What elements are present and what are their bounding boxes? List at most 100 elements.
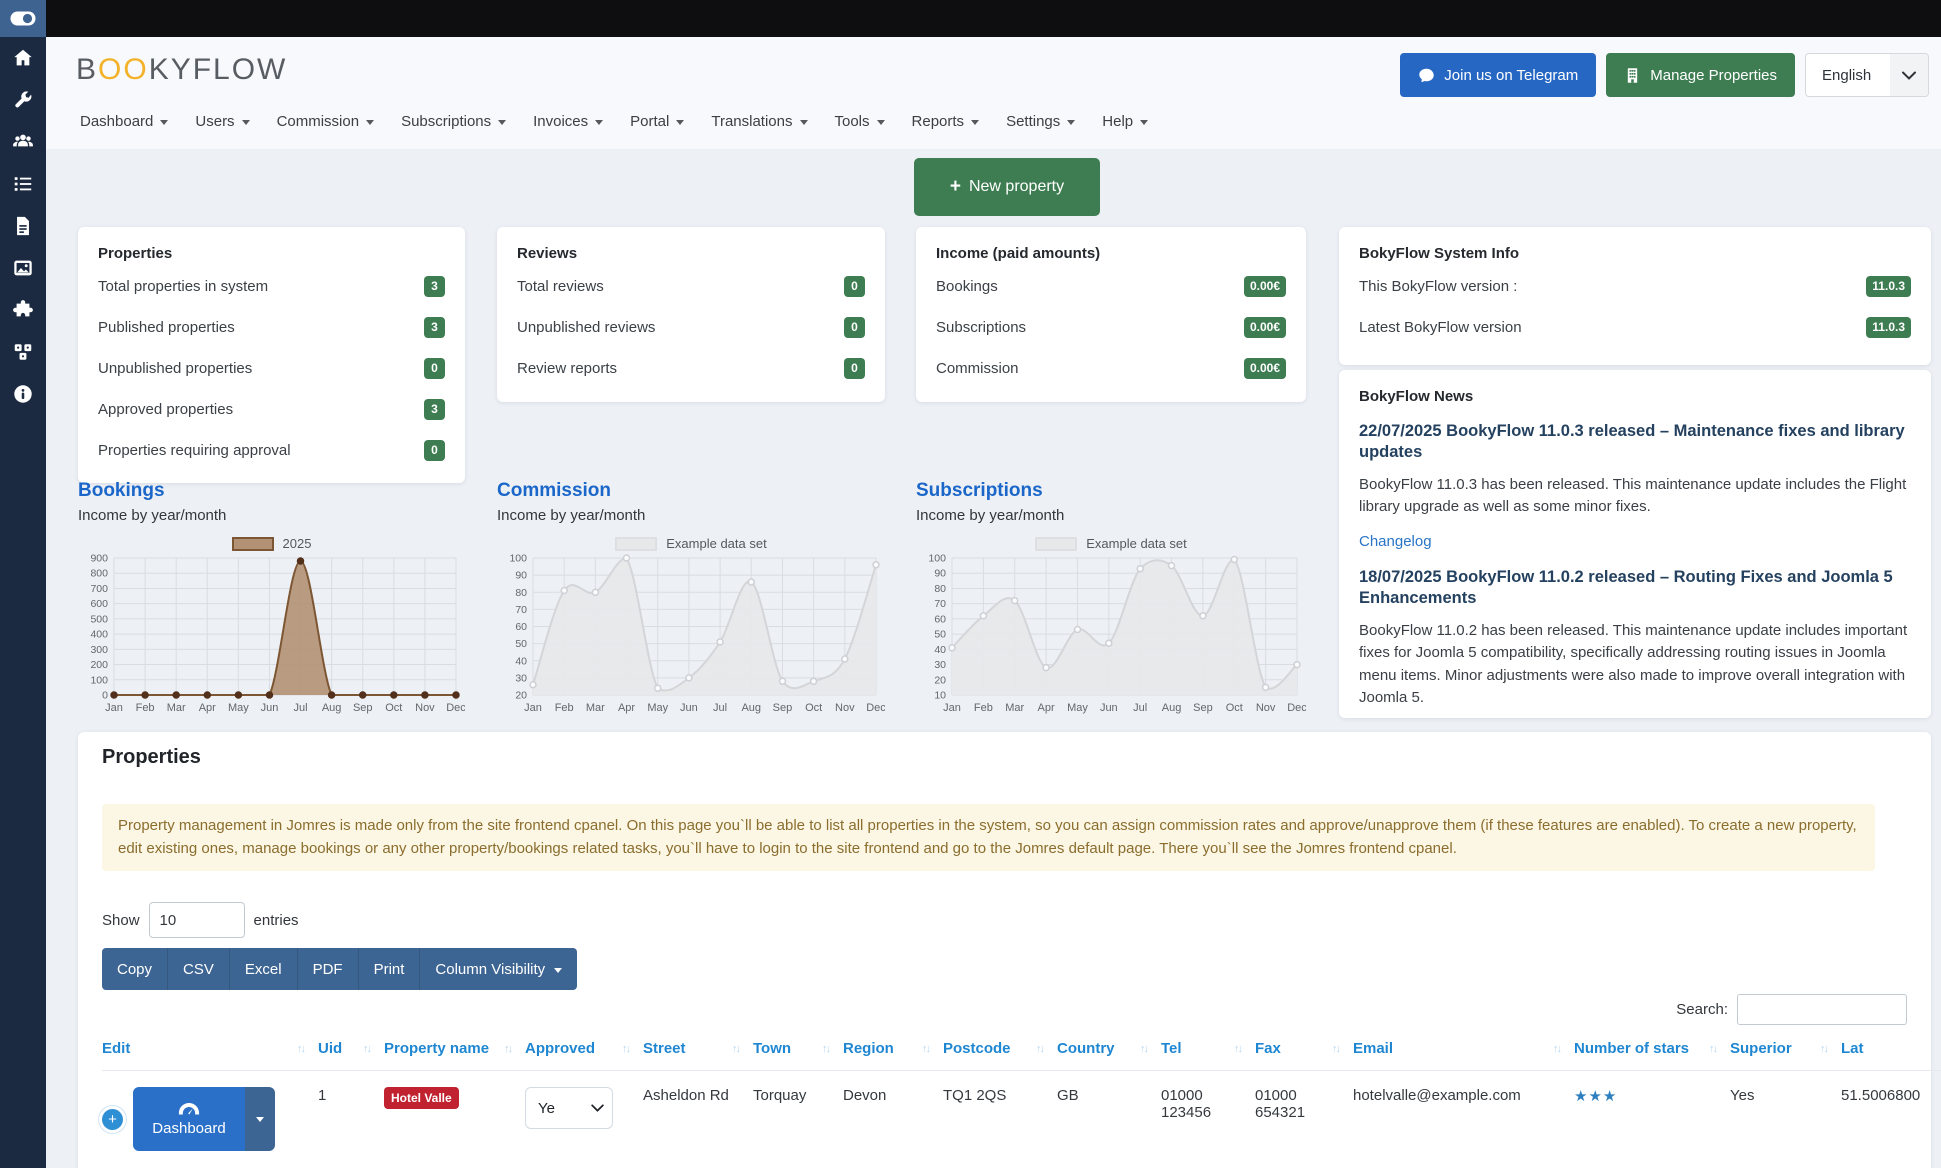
property-name-badge[interactable]: Hotel Valle — [384, 1087, 459, 1110]
search-input[interactable] — [1737, 994, 1907, 1025]
sort-icon[interactable]: ↑↓ — [732, 1043, 741, 1055]
sort-icon[interactable]: ↑↓ — [363, 1043, 372, 1055]
sidebar-item-info[interactable] — [11, 383, 35, 405]
dashboard-button-dropdown-toggle[interactable] — [245, 1087, 275, 1151]
column-header-street[interactable]: ↑↓ Street — [643, 1030, 753, 1071]
nav-item-portal[interactable]: Portal — [630, 113, 685, 130]
sort-icon[interactable]: ↑↓ — [504, 1043, 513, 1055]
cell-superior: Yes — [1730, 1070, 1841, 1168]
nav-item-label: Portal — [630, 113, 670, 130]
svg-text:Mar: Mar — [1005, 702, 1024, 714]
nav-item-help[interactable]: Help — [1102, 113, 1149, 130]
expand-row-button[interactable]: + — [102, 1108, 123, 1130]
column-header-town[interactable]: ↑↓ Town — [753, 1030, 843, 1071]
nav-item-commission[interactable]: Commission — [277, 113, 375, 130]
chart-title-link[interactable]: Commission — [497, 480, 612, 501]
nav-item-users[interactable]: Users — [195, 113, 250, 130]
sidebar-item-wrench[interactable] — [11, 89, 35, 111]
export-print-button[interactable]: Print — [358, 948, 421, 990]
export-csv-button[interactable]: CSV — [168, 948, 230, 990]
sort-icon[interactable]: ↑↓ — [1234, 1043, 1243, 1055]
column-header-approved[interactable]: ↑↓ Approved — [525, 1030, 643, 1071]
column-header-uid[interactable]: ↑↓ Uid — [318, 1030, 384, 1071]
legend-swatch — [615, 536, 658, 551]
chevron-down-icon — [160, 120, 169, 125]
export-excel-button[interactable]: Excel — [229, 948, 298, 990]
sort-icon[interactable]: ↑↓ — [297, 1043, 306, 1055]
sidebar-toggle-button[interactable] — [0, 0, 46, 37]
dashboard-button-main[interactable]: Dashboard — [133, 1087, 245, 1151]
bookings-chart-block: Bookings Income by year/month 2025 0 100 200 3… — [78, 480, 465, 716]
column-header-fax[interactable]: ↑↓ Fax — [1255, 1030, 1353, 1071]
approved-select[interactable]: Ye — [525, 1087, 613, 1129]
export-pdf-button[interactable]: PDF — [297, 948, 359, 990]
export-copy-button[interactable]: Copy — [102, 948, 169, 990]
export-column-visibility-button[interactable]: Column Visibility — [420, 948, 578, 990]
nav-item-settings[interactable]: Settings — [1006, 113, 1076, 130]
sort-icon[interactable]: ↑↓ — [1553, 1043, 1562, 1055]
properties-section-title: Properties — [102, 746, 201, 768]
nav-item-subscriptions[interactable]: Subscriptions — [401, 113, 507, 130]
svg-text:50: 50 — [515, 638, 527, 650]
svg-text:Apr: Apr — [618, 702, 635, 714]
entries-label: entries — [253, 911, 299, 929]
telegram-button[interactable]: Join us on Telegram — [1400, 53, 1597, 97]
svg-text:400: 400 — [90, 629, 108, 641]
new-property-button[interactable]: + New property — [914, 158, 1100, 216]
nav-item-translations[interactable]: Translations — [711, 113, 808, 130]
column-header-superior[interactable]: ↑↓ Superior — [1730, 1030, 1841, 1071]
cell-tel: 01000 123456 — [1161, 1070, 1255, 1168]
sort-icon[interactable]: ↑↓ — [1709, 1043, 1718, 1055]
column-header-postcode[interactable]: ↑↓ Postcode — [943, 1030, 1057, 1071]
manage-properties-button[interactable]: Manage Properties — [1606, 53, 1795, 97]
column-header-lat[interactable]: ↑↓Lat — [1841, 1030, 1941, 1071]
svg-text:70: 70 — [515, 604, 527, 616]
nav-item-dashboard[interactable]: Dashboard — [80, 113, 169, 130]
sidebar-item-file[interactable] — [11, 215, 35, 237]
sort-icon[interactable]: ↑↓ — [1140, 1043, 1149, 1055]
sort-icon[interactable]: ↑↓ — [1820, 1043, 1829, 1055]
column-header-country[interactable]: ↑↓ Country — [1057, 1030, 1161, 1071]
logo-b: B — [76, 53, 99, 86]
sidebar-item-modules[interactable] — [11, 341, 35, 363]
svg-text:Feb: Feb — [136, 702, 155, 714]
chart-title-link[interactable]: Subscriptions — [916, 480, 1043, 501]
stat-label: Latest BokyFlow version — [1359, 319, 1522, 336]
nav-item-tools[interactable]: Tools — [835, 113, 885, 130]
svg-text:Dec: Dec — [446, 702, 465, 714]
sort-icon[interactable]: ↑↓ — [822, 1043, 831, 1055]
column-header-tel[interactable]: ↑↓ Tel — [1161, 1030, 1255, 1071]
column-header-edit[interactable]: ↑↓ Edit — [102, 1030, 318, 1071]
puzzle-icon — [13, 300, 33, 317]
entries-count-input[interactable] — [148, 902, 245, 938]
sidebar-item-home[interactable] — [11, 47, 35, 69]
cell-property-name: Hotel Valle — [384, 1070, 525, 1168]
export-button-label: CSV — [183, 960, 214, 978]
sidebar-item-users[interactable] — [11, 131, 35, 153]
sidebar-item-list[interactable] — [11, 173, 35, 195]
column-header-property-name[interactable]: ↑↓ Property name — [384, 1030, 525, 1071]
sidebar-item-image[interactable] — [11, 257, 35, 279]
svg-text:Aug: Aug — [741, 702, 761, 714]
column-header-label: Email — [1353, 1040, 1394, 1057]
nav-item-invoices[interactable]: Invoices — [533, 113, 604, 130]
sort-icon[interactable]: ↑↓ — [1036, 1043, 1045, 1055]
svg-text:40: 40 — [934, 644, 946, 656]
column-header-region[interactable]: ↑↓ Region — [843, 1030, 943, 1071]
sort-icon[interactable]: ↑↓ — [922, 1043, 931, 1055]
changelog-link[interactable]: Changelog — [1359, 532, 1432, 550]
stat-value-badge: 0 — [844, 358, 865, 379]
nav-item-reports[interactable]: Reports — [912, 113, 980, 130]
dashboard-split-button[interactable]: Dashboard — [133, 1087, 275, 1151]
language-select[interactable]: English — [1805, 53, 1929, 97]
column-header-number-of-stars[interactable]: ↑↓ Number of stars — [1574, 1030, 1730, 1071]
sidebar-item-puzzle[interactable] — [11, 299, 35, 321]
stat-label: Approved properties — [98, 401, 234, 418]
sort-icon[interactable]: ↑↓ — [1332, 1043, 1341, 1055]
chart-title-link[interactable]: Bookings — [78, 480, 165, 501]
svg-text:100: 100 — [928, 553, 946, 565]
nav-item-label: Users — [195, 113, 235, 130]
column-header-email[interactable]: ↑↓ Email — [1353, 1030, 1574, 1071]
sort-icon[interactable]: ↑↓ — [622, 1043, 631, 1055]
